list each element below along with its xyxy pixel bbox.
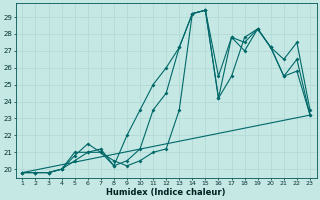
- X-axis label: Humidex (Indice chaleur): Humidex (Indice chaleur): [107, 188, 226, 197]
